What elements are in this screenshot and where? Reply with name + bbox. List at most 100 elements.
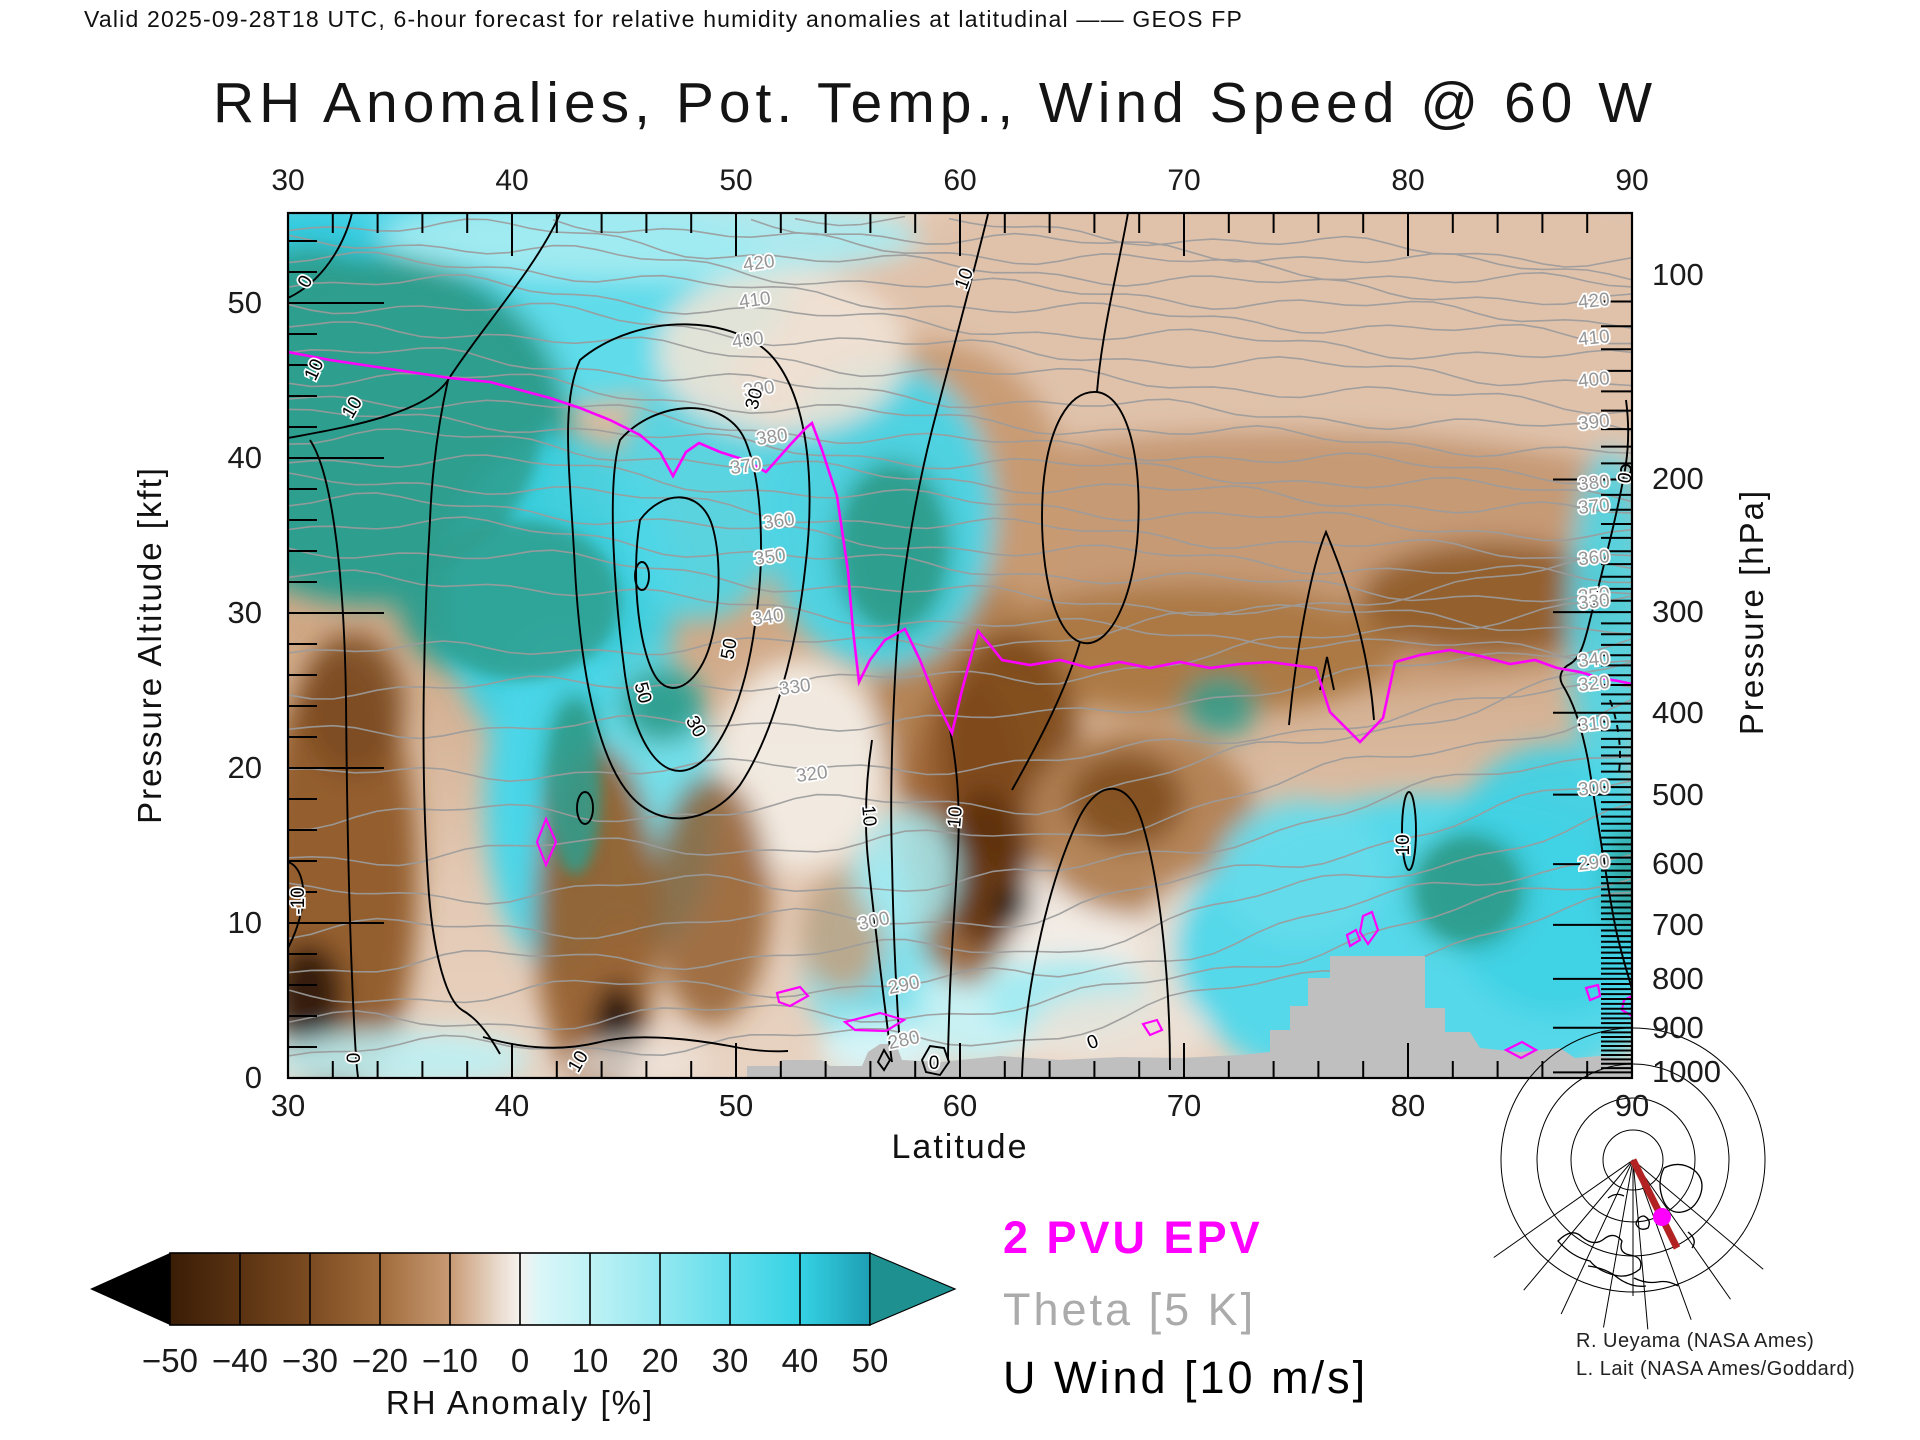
theta-label-mid-320: 320 (795, 762, 829, 787)
pvu-loop-1 (775, 985, 810, 1008)
wind-contour-2 (422, 379, 501, 1055)
terrain-silhouette (747, 956, 1632, 1078)
wind-contour-10 (1096, 213, 1129, 393)
wind-contour-dashed (1609, 699, 1621, 773)
wind-label-11-0: 0 (1614, 471, 1637, 485)
wind-label-13-0: 0 (344, 1053, 365, 1064)
axis-ticks (289, 214, 1631, 1077)
rh-blob-33 (288, 1030, 530, 1078)
pvu-loop-2 (842, 1011, 907, 1033)
hpa-label-500: 500 (1652, 776, 1704, 812)
theta-line-380 (288, 395, 1632, 485)
colorbar-tick-50: 50 (851, 1342, 889, 1379)
theta-line-330 (288, 595, 1632, 700)
valid-line: Valid 2025-09-28T18 UTC, 6-hour forecast… (84, 6, 1244, 32)
hpa-label-700: 700 (1652, 906, 1704, 942)
wind-contour-8 (864, 739, 893, 1063)
theta-label-right-390: 390 (1577, 411, 1611, 435)
theta-label-right-340: 340 (1577, 648, 1611, 672)
lat-label-bottom-30: 30 (270, 1088, 306, 1123)
pvu-epv-line (288, 350, 1632, 1060)
kft-label-20: 20 (227, 750, 262, 785)
colorbar-tick-10: 10 (571, 1342, 609, 1379)
wind-contour-15 (1288, 529, 1375, 726)
theta-label-mid-360: 360 (762, 509, 796, 534)
wind-contour-0 (288, 213, 353, 299)
rh-blob-47 (1568, 447, 1632, 797)
theta-label-mid-380: 380 (755, 425, 789, 450)
rh-blob-40 (992, 890, 1032, 922)
lat-label-top-50: 50 (719, 164, 753, 197)
teal-core-1 (420, 520, 620, 680)
wind-contour-18 (920, 1044, 951, 1077)
wind-contour-14 (482, 1036, 789, 1053)
kft-label-40: 40 (227, 440, 262, 475)
rh-blob-26 (300, 633, 404, 777)
rh-blob-54 (1030, 990, 1210, 1070)
page-title: RH Anomalies, Pot. Temp., Wind Speed @ 6… (212, 71, 1658, 135)
wind-contour-17 (1559, 399, 1632, 991)
kft-label-50: 50 (227, 285, 262, 320)
theta-line-425 (552, 219, 1632, 288)
wind-contour-almond-2 (634, 561, 650, 591)
wind-contour-5 (611, 407, 762, 772)
theta-label-right-290: 290 (1577, 851, 1611, 875)
theta-line-395 (288, 321, 1632, 415)
theta-line-400 (288, 302, 1632, 387)
theta-line-355 (288, 492, 1632, 584)
colorbar-tick--10: −10 (422, 1342, 478, 1379)
map-meridian (1523, 1159, 1634, 1291)
lat-label-bottom-50: 50 (718, 1088, 754, 1123)
kft-label-30: 30 (227, 595, 262, 630)
wind-contour-7 (890, 213, 989, 1049)
theta-line-360 (288, 472, 1632, 570)
y-right-axis-title: Pressure [hPa] (1733, 488, 1770, 736)
contour-labels: 4204104003903803703603503403303203002902… (286, 249, 1638, 1078)
hpa-label-1000: 1000 (1652, 1054, 1721, 1090)
map-meridian (1493, 1159, 1634, 1258)
wind-contour-12 (1011, 641, 1081, 791)
colorbar-tick-30: 30 (711, 1342, 749, 1379)
map-meridian (1632, 1159, 1649, 1330)
theta-label-right-360: 360 (1577, 546, 1611, 570)
colorbar-tick-40: 40 (781, 1342, 819, 1379)
rh-blob-3 (1360, 542, 1630, 658)
theta-label-mid-400: 400 (731, 328, 765, 353)
pvu-loop-4 (1345, 928, 1362, 948)
hpa-label-400: 400 (1652, 694, 1704, 730)
theta-line-290 (288, 854, 1632, 1004)
hpa-label-800: 800 (1652, 960, 1704, 996)
lat-label-top-40: 40 (495, 164, 529, 197)
plot-frame (286, 211, 1634, 1080)
pvu-loop-3 (1358, 910, 1380, 946)
theta-line-410 (288, 251, 1631, 345)
hpa-label-100: 100 (1652, 257, 1704, 292)
rh-blob-2 (980, 585, 1400, 715)
u-wind-contours (288, 213, 1632, 1078)
kft-label-10: 10 (227, 905, 262, 940)
map-meridian (1560, 1159, 1634, 1315)
map-meridian (1602, 1159, 1634, 1328)
cross-section-line (1629, 1158, 1681, 1250)
theta-label-right-330: 330 (1577, 590, 1611, 614)
theta-label-right-300: 300 (1577, 776, 1611, 800)
pvu-main-line (288, 350, 1632, 744)
theta-line-320 (288, 683, 1632, 783)
theta-line-340 (288, 569, 1632, 664)
pvu-loop-0 (535, 816, 558, 868)
theta-label-mid-420: 420 (742, 251, 776, 276)
hpa-label-300: 300 (1652, 594, 1704, 630)
pvu-loop-7 (1620, 994, 1632, 1018)
pvu-loop-6 (1584, 983, 1602, 1002)
theta-label-right-370: 370 (1577, 495, 1611, 519)
theta-label-right-320: 320 (1577, 672, 1611, 696)
wind-label-4-50: 50 (717, 637, 741, 661)
theta-label-mid-340: 340 (751, 605, 785, 630)
colorbar-tick--40: −40 (212, 1342, 268, 1379)
theta-line-295 (288, 802, 1632, 974)
theta-line-315 (288, 661, 1632, 831)
theta-line-385 (288, 372, 1632, 458)
rh-blob-52 (854, 810, 958, 934)
map-graticule (1493, 1027, 1766, 1330)
